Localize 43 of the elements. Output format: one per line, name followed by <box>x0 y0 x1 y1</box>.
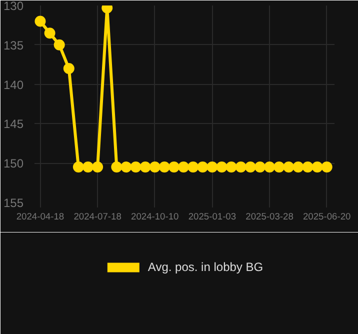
y-tick-label: 150 <box>3 156 24 171</box>
point <box>158 162 170 173</box>
legend-label: Avg. pos. in lobby BG <box>148 260 264 274</box>
point <box>321 162 332 173</box>
point <box>178 162 190 173</box>
y-tick-label: 130 <box>3 0 24 13</box>
y-tick-label: 155 <box>3 196 24 210</box>
point <box>302 162 314 173</box>
point <box>292 162 304 173</box>
x-tick-label: 2025-01-03 <box>188 212 236 222</box>
point <box>54 39 65 50</box>
point <box>63 63 74 74</box>
point <box>235 162 246 173</box>
point <box>244 162 256 173</box>
point <box>206 162 218 173</box>
point <box>226 162 237 173</box>
point <box>44 28 56 39</box>
x-tick-label: 2024-04-18 <box>16 212 64 222</box>
y-tick-label: 145 <box>3 117 24 132</box>
point <box>34 16 46 27</box>
point <box>264 162 276 173</box>
point <box>120 162 132 173</box>
point <box>283 162 294 173</box>
y-tick-label: 140 <box>3 78 24 92</box>
point <box>111 162 122 173</box>
x-tick-label: 2025-03-28 <box>246 212 294 222</box>
point <box>140 162 151 173</box>
x-tick-label: 2024-10-10 <box>131 212 179 222</box>
point <box>274 162 285 173</box>
point <box>197 162 208 173</box>
y-tick-label: 135 <box>3 38 24 52</box>
point <box>216 162 228 173</box>
point <box>168 162 180 173</box>
point <box>72 162 84 173</box>
point <box>254 162 266 173</box>
point <box>92 162 104 173</box>
x-tick-label: 2025-06-20 <box>303 212 351 222</box>
point <box>188 162 199 173</box>
point <box>82 162 94 173</box>
point <box>149 162 160 173</box>
point <box>130 162 142 173</box>
point <box>312 162 323 173</box>
x-tick-label: 2024-07-18 <box>74 212 122 222</box>
